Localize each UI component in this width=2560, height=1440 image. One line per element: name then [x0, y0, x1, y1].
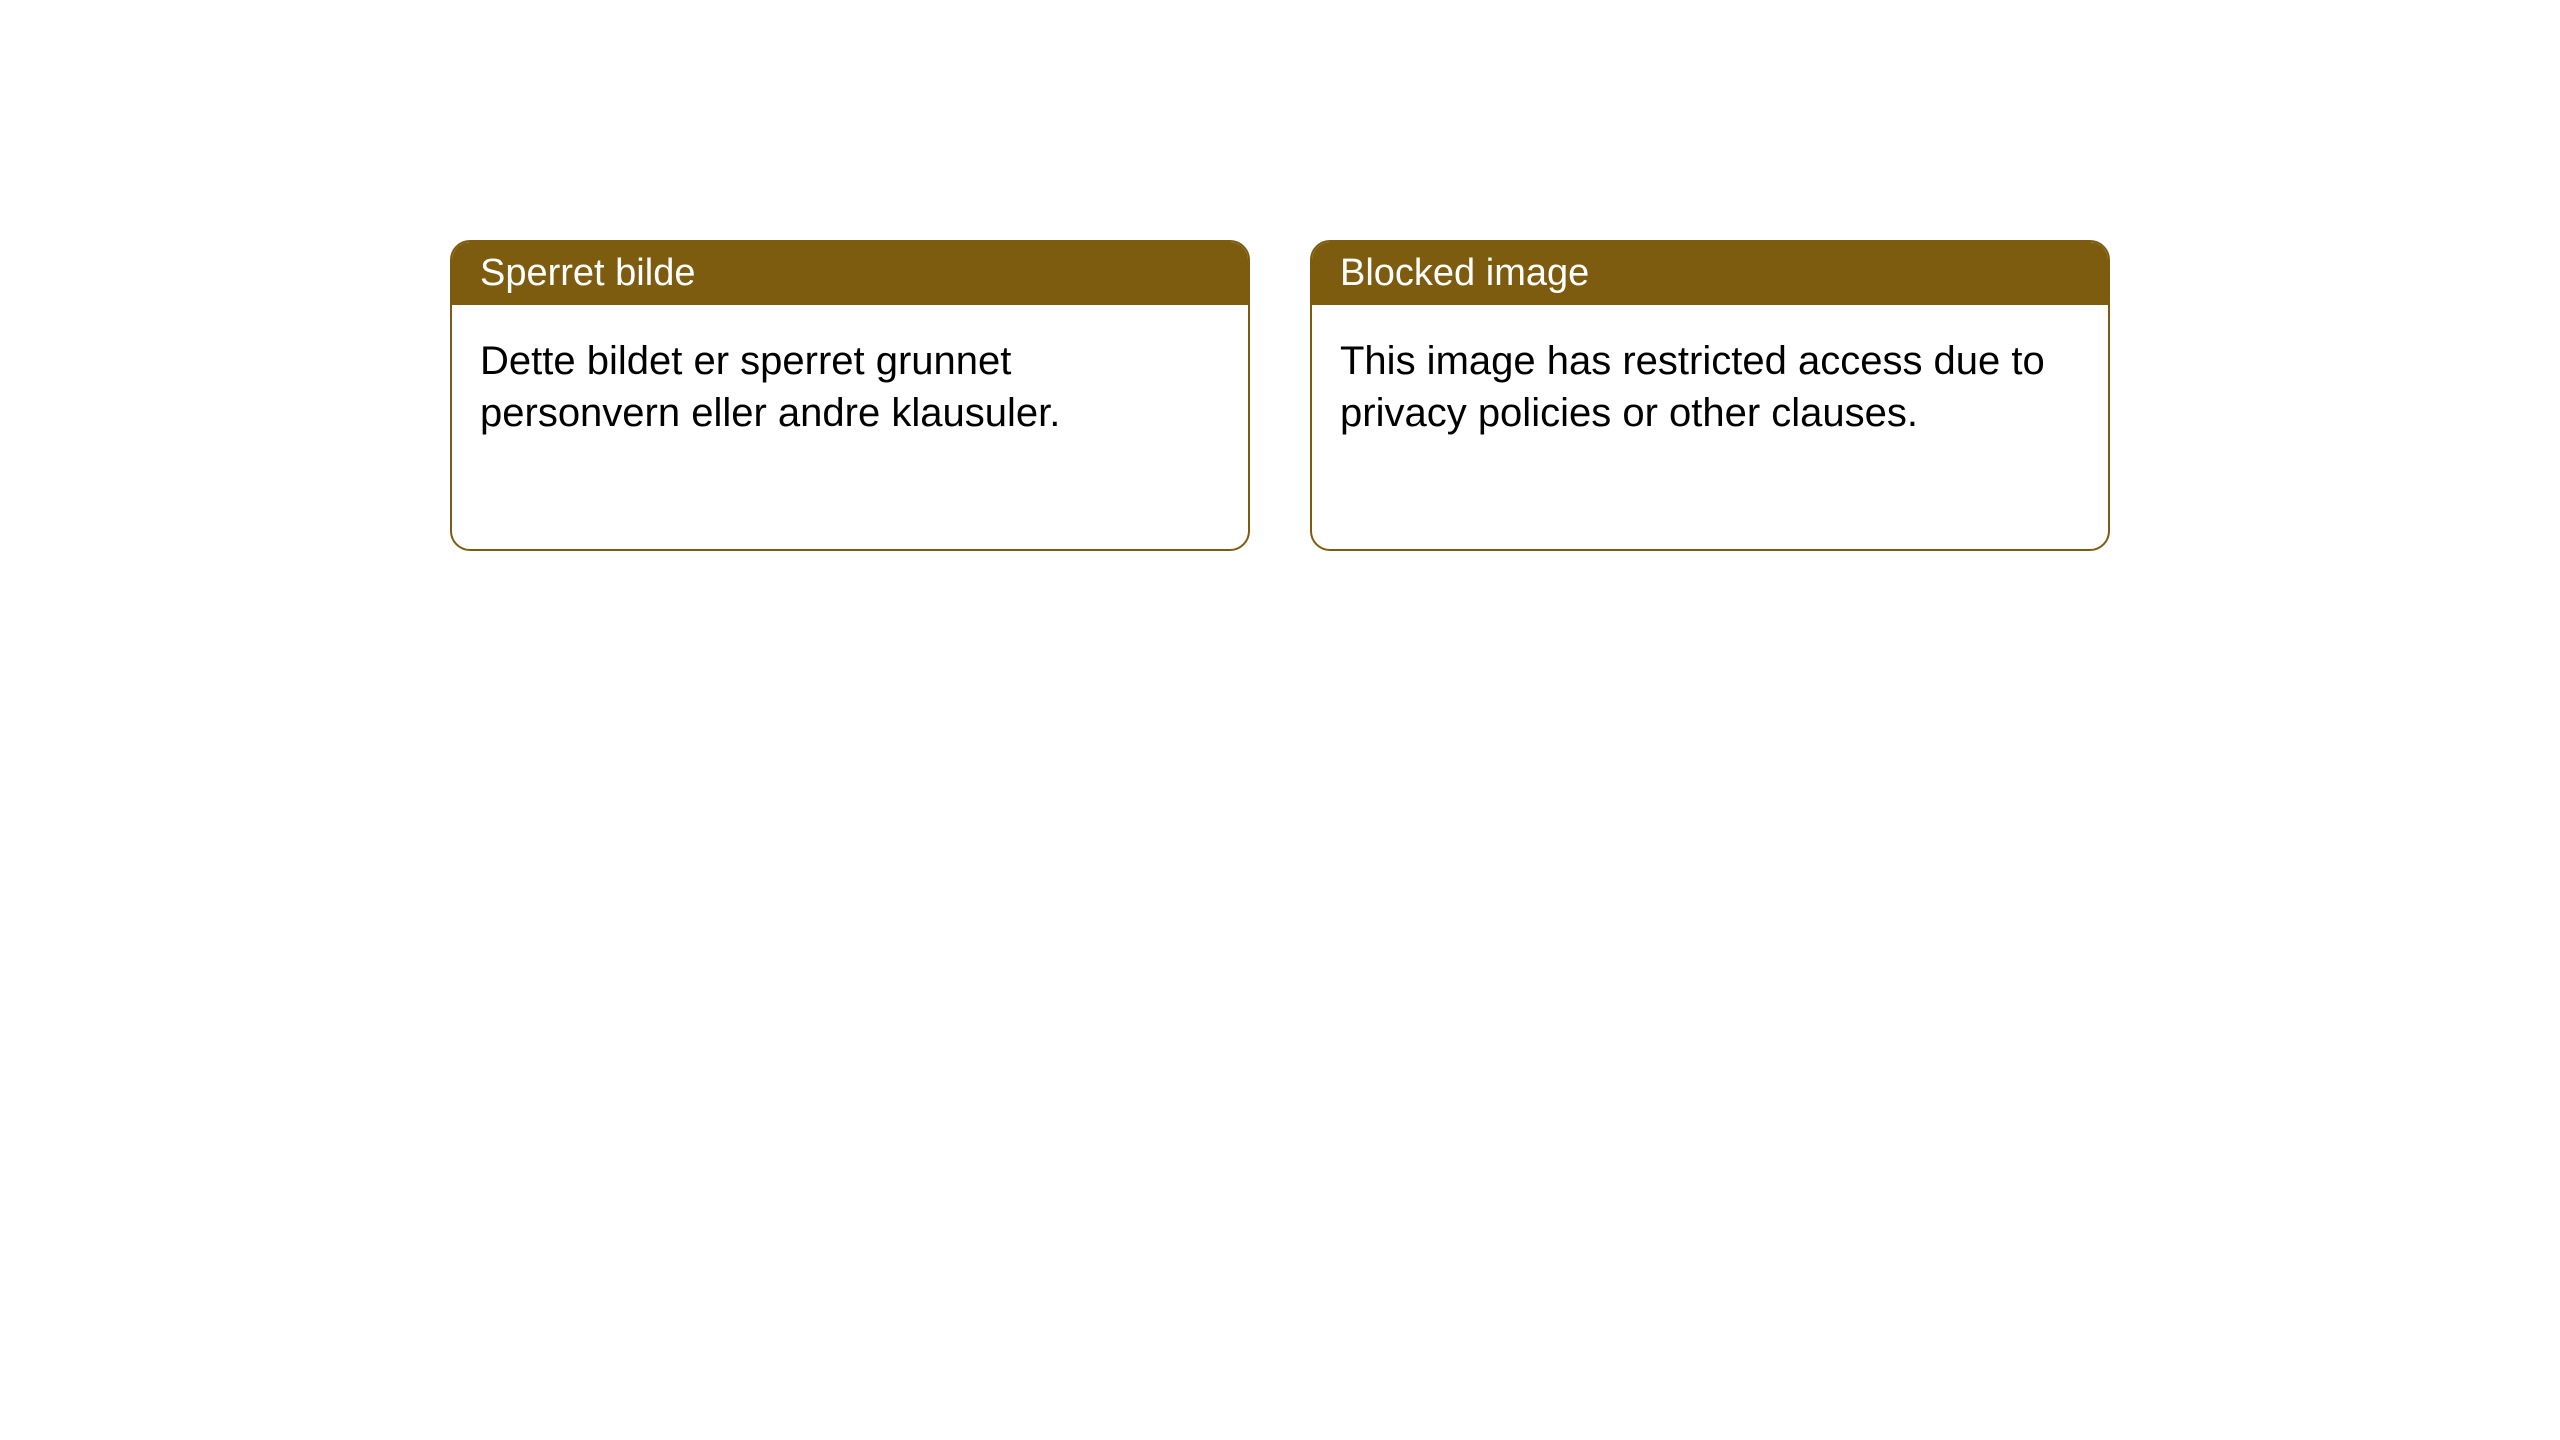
- notice-card-english: Blocked image This image has restricted …: [1310, 240, 2110, 551]
- notice-card-norwegian: Sperret bilde Dette bildet er sperret gr…: [450, 240, 1250, 551]
- notice-body: Dette bildet er sperret grunnet personve…: [452, 305, 1248, 549]
- notice-container: Sperret bilde Dette bildet er sperret gr…: [450, 240, 2110, 551]
- notice-title: Blocked image: [1312, 242, 2108, 305]
- notice-title: Sperret bilde: [452, 242, 1248, 305]
- notice-body: This image has restricted access due to …: [1312, 305, 2108, 549]
